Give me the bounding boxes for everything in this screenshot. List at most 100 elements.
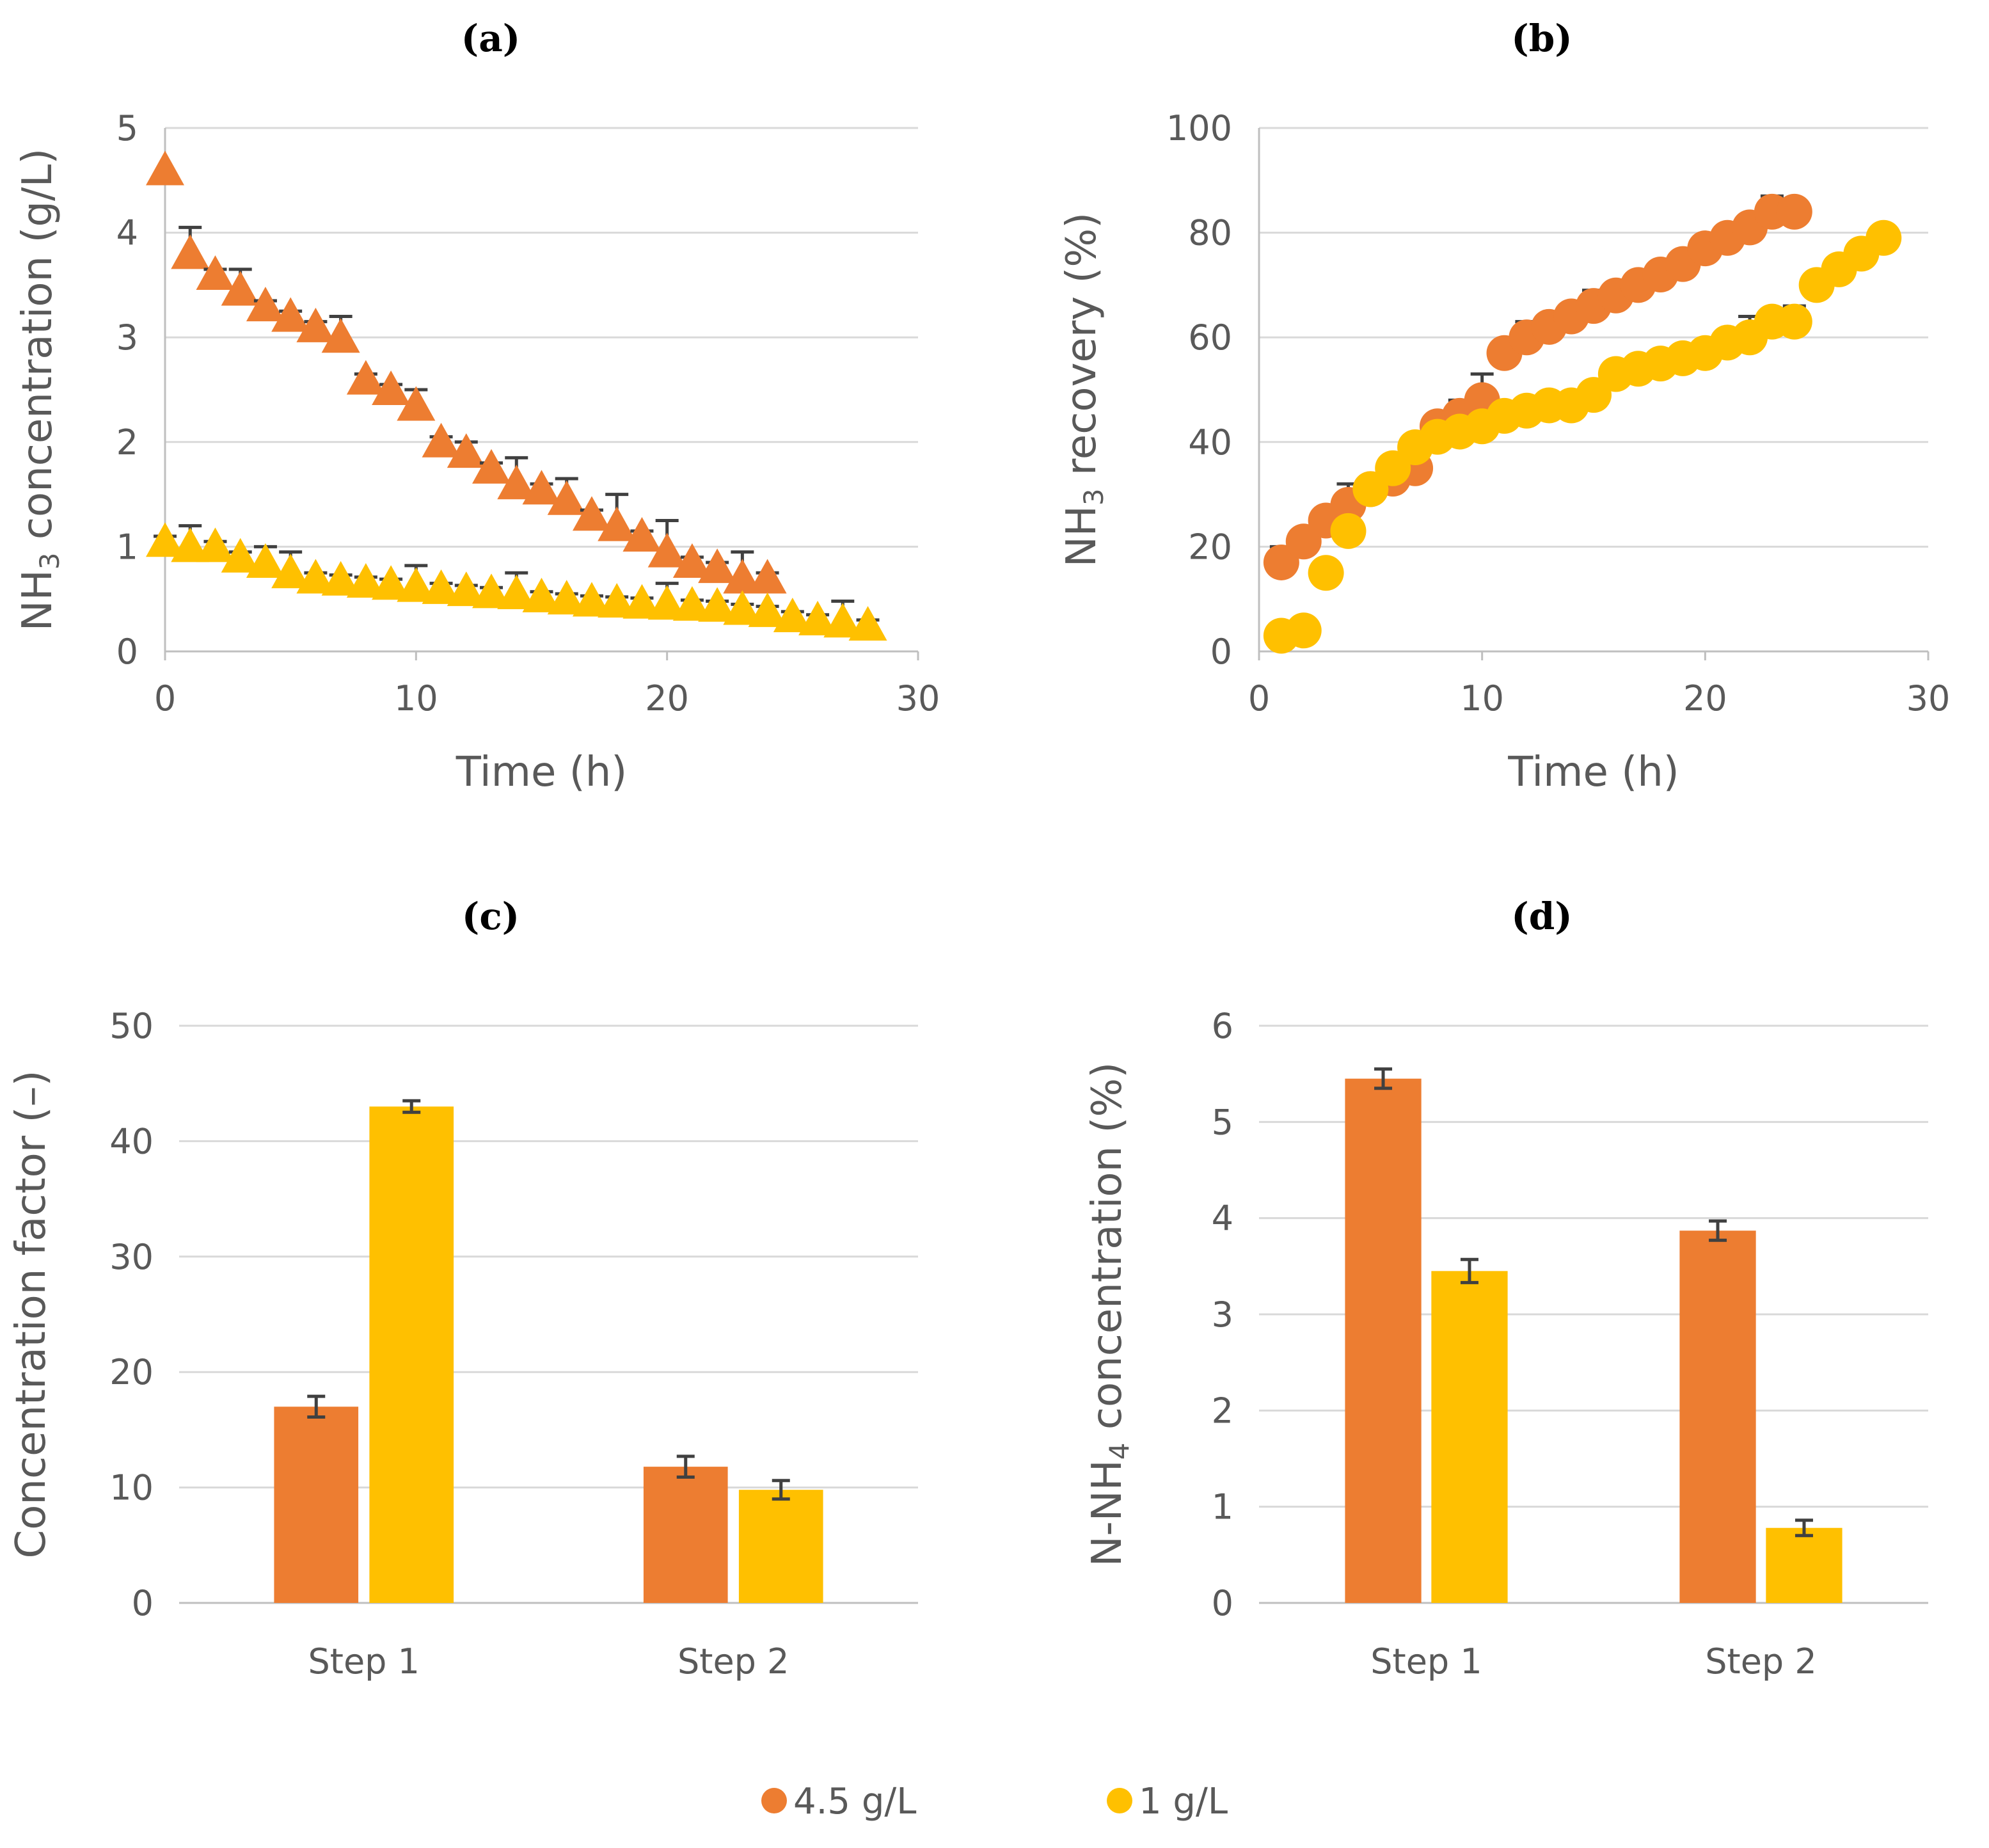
data-point-circle (1352, 471, 1389, 507)
data-point-triangle (397, 386, 436, 421)
y-tick-label: 5 (1212, 1102, 1233, 1142)
y-tick-label: 1 (1212, 1487, 1233, 1527)
y-tick-label: 3 (116, 317, 138, 358)
data-point-triangle (748, 559, 787, 594)
x-tick-label: 10 (394, 678, 438, 719)
x-tick-label: 20 (1683, 678, 1727, 719)
data-point-triangle (647, 585, 686, 620)
y-tick-label: 0 (116, 632, 138, 672)
y-tick-label: 2 (116, 422, 138, 463)
x-tick-label: 30 (896, 678, 940, 719)
y-tick-label: 4 (116, 213, 138, 253)
category-label: Step 2 (678, 1641, 789, 1682)
data-point-triangle (572, 582, 611, 617)
data-point-triangle (321, 561, 360, 596)
data-point-triangle (798, 600, 837, 635)
data-point-circle (1776, 303, 1812, 340)
data-point-triangle (321, 318, 360, 353)
data-point-circle (1375, 450, 1411, 486)
panel-c-chart: (c) 0 10 20 30 40 50 Concentration factor (–) St… (8, 895, 918, 1682)
y-tick-label: 1 (116, 527, 138, 567)
panel-b-chart: (b) 0 20 40 60 80 100 0 10 20 30 Time (h) NH3 recove… (1058, 17, 1950, 796)
bar (1345, 1078, 1422, 1603)
legend: 4.5 g/L 1 g/L (761, 1781, 1228, 1822)
y-tick-label: 0 (132, 1583, 154, 1623)
data-point-triangle (672, 586, 711, 621)
panel-title-b: (b) (1511, 17, 1572, 60)
data-point-triangle (146, 522, 184, 557)
y-tick-label: 20 (1188, 527, 1232, 567)
legend-label-4-5: 4.5 g/L (793, 1781, 916, 1822)
y-tick-label: 20 (109, 1352, 154, 1392)
x-axis-label: Time (h) (456, 749, 627, 796)
y-tick-label: 40 (1188, 422, 1232, 463)
y-tick-label: 2 (1212, 1390, 1233, 1431)
data-point-triangle (522, 577, 561, 612)
panel-d-chart: (d) 0 1 2 3 4 5 6 N-NH4 concentration (%) Step 1 S… (1084, 895, 1928, 1682)
bar (1679, 1231, 1756, 1603)
data-point-circle (1866, 219, 1902, 256)
error-bar (307, 1394, 326, 1419)
data-point-triangle (497, 575, 536, 610)
x-tick-label: 0 (1248, 678, 1270, 719)
x-tick-label: 10 (1460, 678, 1504, 719)
x-tick-label: 0 (154, 678, 176, 719)
y-tick-label: 4 (1212, 1199, 1233, 1239)
bar (369, 1106, 454, 1603)
bar (643, 1467, 728, 1603)
y-tick-label: 100 (1166, 108, 1232, 148)
data-point-triangle (698, 548, 737, 584)
y-tick-label: 80 (1188, 213, 1232, 253)
error-bar (1709, 1219, 1727, 1242)
data-point-triangle (622, 517, 662, 552)
y-tick-label: 0 (1210, 632, 1232, 672)
data-point-triangle (647, 532, 686, 568)
data-point-triangle (422, 422, 461, 458)
data-point-triangle (146, 150, 184, 186)
data-point-triangle (246, 287, 285, 322)
bar (738, 1490, 823, 1603)
data-point-triangle (472, 573, 511, 609)
y-axis-label: Concentration factor (–) (8, 1071, 55, 1559)
data-point-triangle (672, 543, 711, 578)
y-tick-label: 30 (109, 1237, 154, 1277)
panel-title-a: (a) (461, 17, 520, 60)
data-point-triangle (497, 465, 536, 500)
data-point-circle (1308, 555, 1344, 591)
data-point-triangle (372, 565, 411, 600)
data-point-triangle (422, 569, 461, 604)
data-point-triangle (723, 590, 762, 625)
data-point-triangle (196, 255, 235, 291)
x-tick-label: 30 (1906, 678, 1951, 719)
data-point-triangle (346, 360, 385, 395)
category-label: Step 1 (308, 1641, 420, 1682)
data-point-triangle (848, 606, 887, 641)
x-tick-label: 20 (645, 678, 689, 719)
y-tick-label: 0 (1212, 1583, 1233, 1623)
data-point-circle (1776, 193, 1812, 230)
data-point-triangle (748, 592, 787, 627)
data-point-triangle (271, 554, 310, 589)
y-tick-label: 6 (1212, 1006, 1233, 1046)
data-point-triangle (296, 559, 335, 594)
data-point-triangle (522, 470, 561, 505)
data-point-triangle (171, 527, 210, 562)
legend-marker-1 (1107, 1788, 1132, 1813)
y-axis-label: NH3 concentration (g/L) (14, 148, 65, 631)
y-tick-label: 60 (1188, 317, 1232, 358)
data-point-triangle (171, 234, 210, 269)
error-bar (1795, 1518, 1813, 1538)
panel-title-c: (c) (462, 895, 519, 938)
data-point-circle (1263, 544, 1299, 580)
data-point-circle (1330, 513, 1367, 549)
data-point-triangle (698, 587, 737, 622)
panel-title-d: (d) (1511, 895, 1572, 938)
bar (1431, 1271, 1508, 1603)
bar (1766, 1527, 1842, 1603)
data-point-triangle (598, 506, 637, 541)
legend-label-1: 1 g/L (1139, 1781, 1228, 1822)
data-point-triangle (823, 603, 862, 638)
data-point-triangle (723, 559, 762, 594)
category-label: Step 2 (1705, 1641, 1816, 1682)
